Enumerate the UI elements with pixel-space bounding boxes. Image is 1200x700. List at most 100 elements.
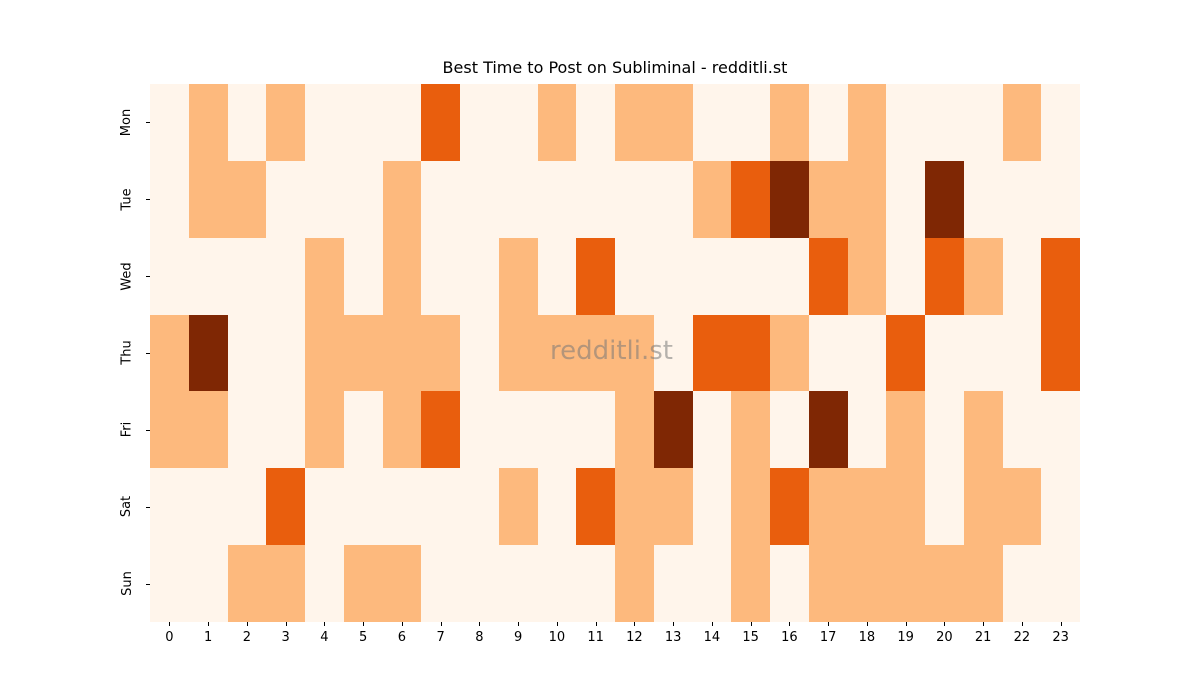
heatmap-cell [498, 314, 538, 392]
x-tick [246, 622, 248, 626]
heatmap-cell [150, 468, 189, 546]
heatmap-cell [925, 391, 964, 469]
heatmap-cell [653, 545, 693, 622]
x-tick-label: 23 [1052, 630, 1069, 645]
heatmap-cell [266, 84, 305, 161]
heatmap-cell [343, 84, 383, 161]
heatmap-cell [537, 391, 577, 469]
x-tick [556, 622, 558, 626]
heatmap-cell [227, 237, 267, 315]
y-tick-label: Mon [119, 108, 135, 137]
heatmap-cell [925, 545, 964, 622]
heatmap-cell [460, 314, 499, 392]
x-tick-label: 14 [703, 630, 721, 645]
heatmap-cell [653, 237, 693, 315]
y-tick [146, 506, 150, 508]
heatmap-cell [692, 468, 732, 546]
heatmap-cell [731, 391, 770, 469]
heatmap-cell [963, 468, 1003, 546]
y-tick-label: Sun [119, 571, 135, 596]
x-tick-label: 5 [358, 630, 368, 645]
heatmap-cell [770, 160, 809, 238]
x-tick-label: 12 [626, 630, 643, 645]
heatmap-cell [1002, 160, 1042, 238]
heatmap-cell [150, 84, 189, 161]
heatmap-cell [653, 314, 693, 392]
heatmap-cell [1041, 314, 1080, 392]
heatmap-cell [847, 84, 887, 161]
heatmap-cell [1041, 160, 1080, 238]
heatmap-cell [808, 237, 848, 315]
heatmap-cell [1041, 468, 1080, 546]
heatmap-cell [615, 237, 654, 315]
heatmap-cell [576, 468, 615, 546]
heatmap-cell [498, 160, 538, 238]
heatmap-cell [808, 468, 848, 546]
heatmap-cell [382, 468, 422, 546]
heatmap-cell [537, 468, 577, 546]
heatmap-cell [266, 160, 305, 238]
heatmap-cell [692, 84, 732, 161]
heatmap-cell [537, 160, 577, 238]
heatmap-cell [188, 160, 228, 238]
heatmap-cell [847, 314, 887, 392]
heatmap-cell [343, 391, 383, 469]
x-tick [983, 622, 985, 626]
heatmap-cell [1002, 391, 1042, 469]
heatmap-cell [963, 314, 1003, 392]
heatmap-cell [343, 160, 383, 238]
heatmap-cell [188, 468, 228, 546]
heatmap-cell [886, 468, 925, 546]
heatmap-cell [266, 391, 305, 469]
heatmap-cell [847, 391, 887, 469]
x-tick-label: 13 [664, 630, 682, 645]
heatmap-cell [963, 545, 1003, 622]
heatmap-cell [770, 84, 809, 161]
heatmap-cell [1041, 545, 1080, 622]
heatmap-cell [150, 545, 189, 622]
heatmap-cell [150, 314, 189, 392]
heatmap-cell [150, 391, 189, 469]
x-tick [634, 622, 636, 626]
y-tick [146, 199, 150, 201]
heatmap-cell [847, 468, 887, 546]
heatmap-cell [615, 468, 654, 546]
x-tick-label: 17 [819, 630, 837, 645]
heatmap-cell [808, 84, 848, 161]
heatmap-cell [886, 314, 925, 392]
x-tick [905, 622, 907, 626]
heatmap-cell [615, 84, 654, 161]
heatmap-cell [886, 160, 925, 238]
heatmap-cell [886, 545, 925, 622]
heatmap-cell [188, 314, 228, 392]
heatmap-cell [305, 545, 344, 622]
heatmap-cell [305, 314, 344, 392]
heatmap-cell [421, 545, 460, 622]
x-tick-label: 10 [548, 630, 566, 645]
x-tick [1021, 622, 1023, 626]
heatmap-cell [382, 160, 422, 238]
heatmap-cell [886, 237, 925, 315]
heatmap-cell [460, 468, 499, 546]
heatmap-cell [421, 84, 460, 161]
heatmap-cell [963, 237, 1003, 315]
heatmap-cell [188, 391, 228, 469]
x-tick [440, 622, 442, 626]
x-tick-label: 1 [203, 630, 213, 645]
heatmap-cell [615, 545, 654, 622]
heatmap-cell [847, 545, 887, 622]
y-tick [146, 122, 150, 124]
heatmap-cell [615, 160, 654, 238]
heatmap-cell [1002, 314, 1042, 392]
heatmap-cell [731, 314, 770, 392]
heatmap-cell [847, 160, 887, 238]
y-tick-label: Tue [119, 188, 135, 211]
chart-title: Best Time to Post on Subliminal - reddit… [442, 58, 788, 77]
heatmap-cell [963, 391, 1003, 469]
heatmap-grid [150, 84, 1080, 622]
heatmap-cell [886, 391, 925, 469]
heatmap-cell [925, 160, 964, 238]
y-tick [146, 583, 150, 585]
heatmap-cell [808, 314, 848, 392]
heatmap-cell [653, 160, 693, 238]
